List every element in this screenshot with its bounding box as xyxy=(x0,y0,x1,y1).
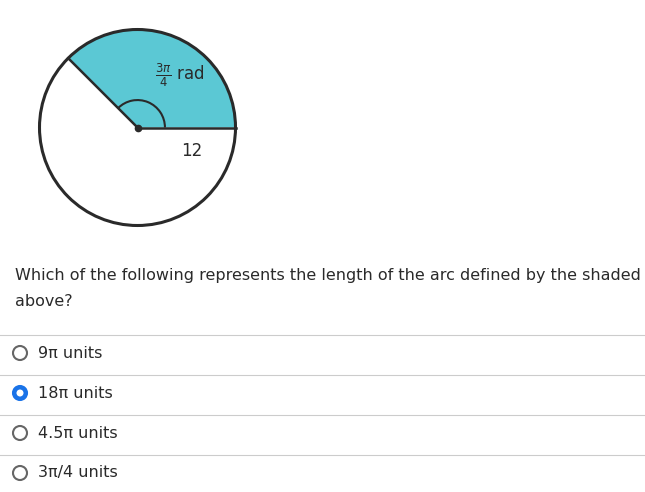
Text: 4.5π units: 4.5π units xyxy=(38,426,117,440)
Text: above?: above? xyxy=(15,294,73,308)
Circle shape xyxy=(39,30,235,225)
Text: 3π/4 units: 3π/4 units xyxy=(38,465,118,481)
Text: Which of the following represents the length of the arc defined by the shaded ar: Which of the following represents the le… xyxy=(15,268,645,283)
Wedge shape xyxy=(68,30,235,127)
Text: $\frac{3\pi}{4}$ rad: $\frac{3\pi}{4}$ rad xyxy=(155,62,204,89)
Text: 12: 12 xyxy=(181,142,202,160)
Text: 18π units: 18π units xyxy=(38,386,113,400)
Text: 9π units: 9π units xyxy=(38,345,103,361)
